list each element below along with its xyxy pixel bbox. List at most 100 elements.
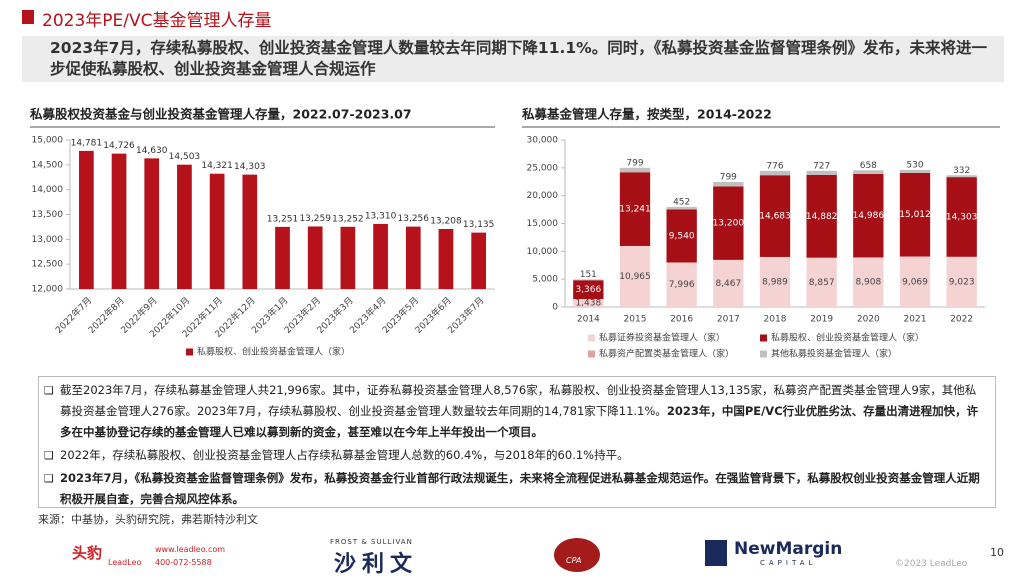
page-title: 2023年PE/VC基金管理人存量 — [42, 6, 271, 31]
y-tick-label: 14,500 — [32, 160, 64, 170]
legend-label: 私募证券投资基金管理人（家） — [599, 332, 725, 344]
value-label: 151 — [580, 270, 597, 280]
legend-swatch — [588, 351, 595, 358]
subtitle: 2023年7月，存续私募股权、创业投资基金管理人数量较去年同期下降11.1%。同… — [50, 38, 990, 80]
value-label: 9,540 — [669, 231, 695, 241]
value-label: 452 — [673, 197, 690, 207]
bullet: 2023年7月，《私募投资基金监督管理条例》发布，私募投资基金行业首部行政法规诞… — [44, 468, 984, 510]
value-label: 8,467 — [715, 279, 741, 289]
source: 来源：中基协，头豹研究院，弗若斯特沙利文 — [38, 511, 258, 527]
cpa-logo-bg — [554, 538, 600, 572]
value-label: 10,965 — [619, 272, 651, 282]
bar — [112, 154, 127, 289]
bar — [144, 158, 159, 289]
value-label: 9,023 — [949, 277, 975, 287]
legend-swatch — [760, 335, 767, 342]
bullet: 截至2023年7月，存续私募基金管理人共21,996家。其中，证券私募投资基金管… — [44, 380, 984, 443]
copyright: ©2023 LeadLeo — [895, 559, 967, 569]
legend-swatch — [760, 351, 767, 358]
value-label: 13,259 — [299, 214, 331, 224]
value-label: 13,208 — [430, 217, 462, 227]
value-label: 799 — [626, 158, 643, 168]
y-tick-label: 20,000 — [527, 191, 559, 201]
frost-cn: 沙利文 — [334, 546, 418, 578]
value-label: 14,303 — [234, 162, 266, 172]
value-label: 8,857 — [809, 278, 835, 288]
logo-leadleo: 头豹 — [72, 542, 102, 563]
value-label: 799 — [720, 172, 737, 182]
value-label: 3,366 — [575, 285, 601, 295]
value-label: 13,241 — [619, 205, 651, 215]
page-number: 10 — [990, 546, 1004, 559]
bar — [275, 227, 290, 289]
value-label: 14,321 — [201, 161, 233, 171]
value-label: 13,310 — [365, 211, 397, 221]
title-marker — [22, 10, 34, 24]
x-tick-label: 2022 — [950, 315, 973, 325]
value-label: 727 — [813, 161, 830, 171]
bar — [471, 233, 486, 289]
value-label: 9,069 — [902, 277, 928, 287]
y-tick-label: 5,000 — [532, 275, 558, 285]
value-label: 15,012 — [899, 210, 931, 220]
cpa-logo: CPA — [566, 556, 581, 565]
y-tick-label: 10,000 — [527, 247, 559, 257]
newmargin-icon — [705, 540, 727, 566]
x-tick-label: 2018 — [764, 315, 787, 325]
value-label: 7,996 — [669, 280, 695, 290]
frost-text: FROST & SULLIVAN — [330, 538, 413, 546]
y-tick-label: 15,000 — [32, 136, 64, 146]
chart-title: 私募基金管理人存量，按类型，2014-2022 — [521, 107, 772, 122]
x-tick-label: 2020 — [857, 315, 880, 325]
y-tick-label: 13,000 — [32, 235, 64, 245]
value-label: 8,908 — [855, 278, 881, 288]
y-tick-label: 15,000 — [527, 219, 559, 229]
y-tick-label: 14,000 — [32, 185, 64, 195]
bar — [79, 151, 94, 289]
value-label: 332 — [953, 166, 970, 176]
value-label: 14,630 — [136, 146, 168, 156]
legend-swatch — [588, 335, 595, 342]
value-label: 14,986 — [853, 211, 885, 221]
newmargin: NewMargin — [734, 539, 842, 559]
value-label: 14,882 — [806, 212, 838, 222]
bar-segment — [713, 182, 743, 186]
bar-segment — [807, 171, 837, 175]
bar-segment — [760, 171, 790, 175]
value-label: 13,251 — [267, 214, 299, 224]
value-label: 13,252 — [332, 214, 364, 224]
value-label: 658 — [860, 161, 877, 171]
bullet: 2022年，存续私募股权、创业投资基金管理人占存续私募基金管理人总数的60.4%… — [44, 445, 984, 466]
chart-title: 私募股权投资基金与创业投资基金管理人存量，2022.07-2023.07 — [29, 107, 412, 122]
bar-segment — [620, 168, 650, 172]
phone: 400-072-5588 — [155, 558, 212, 567]
bar — [210, 174, 225, 289]
value-label: 13,135 — [463, 220, 495, 230]
legend-label: 私募资产配置类基金管理人（家） — [599, 348, 734, 360]
bar — [406, 227, 421, 289]
value-label: 14,683 — [759, 212, 791, 222]
x-tick-label: 2014 — [577, 315, 600, 325]
value-label: 1,438 — [575, 298, 601, 308]
bullet-text: 2022年，存续私募股权、创业投资基金管理人占存续私募基金管理人总数的60.4%… — [60, 448, 629, 462]
charts: 私募股权投资基金与创业投资基金管理人存量，2022.07-2023.07 12,0… — [0, 95, 1024, 375]
x-tick-label: 2019 — [810, 315, 833, 325]
bullets: 截至2023年7月，存续私募基金管理人共21,996家。其中，证券私募投资基金管… — [44, 380, 984, 512]
y-tick-label: 12,500 — [32, 260, 64, 270]
y-tick-label: 12,000 — [32, 285, 64, 295]
value-label: 14,303 — [946, 212, 978, 222]
value-label: 13,256 — [398, 214, 430, 224]
bar — [242, 175, 257, 289]
value-label: 13,200 — [713, 219, 745, 229]
y-tick-label: 30,000 — [527, 136, 559, 146]
legend-label: 私募股权、创业投资基金管理人（家） — [771, 332, 924, 344]
value-label: 14,781 — [71, 138, 103, 148]
bar-segment — [853, 170, 883, 174]
value-label: 8,989 — [762, 277, 788, 287]
bar — [177, 165, 192, 289]
y-tick-label: 13,500 — [32, 210, 64, 220]
y-tick-label: 0 — [552, 303, 558, 313]
x-tick-label: 2015 — [624, 315, 647, 325]
website: www.leadleo.com — [155, 545, 225, 554]
value-label: 530 — [906, 160, 923, 170]
